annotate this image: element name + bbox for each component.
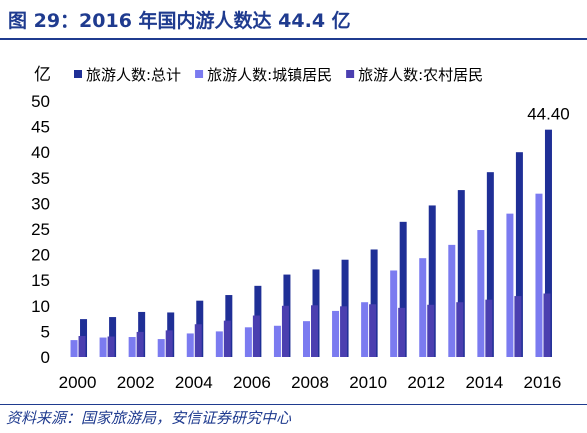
y-tick-label: 10 [31,297,50,316]
y-tick-label: 50 [31,92,50,111]
bar-2-2009 [340,306,348,357]
legend-swatch-1 [195,70,204,78]
bar-1-2015 [506,213,514,357]
bar-1-2008 [303,321,310,357]
legend-label-1: 旅游人数:城镇居民 [207,66,332,84]
bar-1-2016 [535,193,543,357]
y-tick-label: 20 [31,246,50,265]
x-tick-label: 2008 [291,373,329,392]
bar-1-2013 [448,244,456,357]
bar-1-2009 [332,310,340,357]
bar-2-2000 [78,336,86,357]
bar-2-2014 [485,299,493,357]
bar-0-2015 [515,152,523,357]
x-tick-label: 2006 [233,373,271,392]
bar-2-2010 [369,304,377,357]
bar-2-2003 [165,330,173,357]
y-tick-label: 40 [31,143,50,162]
bar-2-2006 [252,315,260,357]
bar-0-2013 [457,190,465,357]
y-tick-label: 0 [41,348,50,367]
bar-2-2005 [223,320,231,357]
y-tick-label: 45 [31,118,50,137]
bar-1-2000 [70,340,78,357]
bar-2-2004 [194,324,202,357]
bar-2-2015 [514,296,522,357]
x-tick-label: 2004 [175,373,213,392]
y-tick-label: 25 [31,220,50,239]
bar-1-2005 [215,331,223,357]
bar-2-2001 [107,336,115,357]
source-note: 资料来源：国家旅游局，安信证券研究中心 [6,409,292,427]
legend-label-0: 旅游人数:总计 [86,66,181,84]
bar-2-2013 [456,302,464,357]
y-tick-label: 5 [41,322,50,341]
y-tick-label: 30 [31,194,50,213]
source-rule [0,404,587,405]
bar-0-2012 [428,205,436,357]
bar-1-2010 [361,302,369,357]
bar-2-2011 [398,307,406,357]
x-tick-label: 2000 [59,373,97,392]
bar-1-2003 [157,339,165,357]
bar-1-2001 [99,337,107,357]
bar-2-2008 [311,305,318,357]
bar-1-2012 [419,258,427,357]
x-tick-label: 2002 [117,373,155,392]
bar-0-2016 [544,129,552,357]
y-axis-unit: 亿 [34,65,51,85]
bar-2-2002 [136,331,144,357]
bar-2-2016 [543,293,551,357]
legend-swatch-0 [74,70,82,78]
bar-2-2007 [281,305,289,357]
bar-2-2012 [427,304,435,357]
bar-1-2002 [128,337,136,357]
x-tick-label: 2016 [524,373,562,392]
x-tick-label: 2014 [465,373,503,392]
x-tick-label: 2012 [407,373,445,392]
figure-title: 图 29：2016 年国内游人数达 44.4 亿 [8,10,351,32]
bar-1-2011 [390,270,398,357]
y-tick-label: 15 [31,271,50,290]
bar-0-2011 [399,221,407,357]
bar-1-2007 [273,325,281,357]
data-label: 44.40 [527,105,570,124]
legend-label-2: 旅游人数:农村居民 [358,66,483,84]
bar-1-2014 [477,230,485,357]
y-tick-label: 35 [31,169,50,188]
x-tick-label: 2010 [349,373,387,392]
bar-0-2014 [486,172,494,357]
bar-0-2010 [370,249,378,357]
bar-1-2006 [244,327,252,357]
legend-swatch-2 [346,70,355,78]
title-rule [0,38,587,40]
bar-1-2004 [186,333,194,357]
